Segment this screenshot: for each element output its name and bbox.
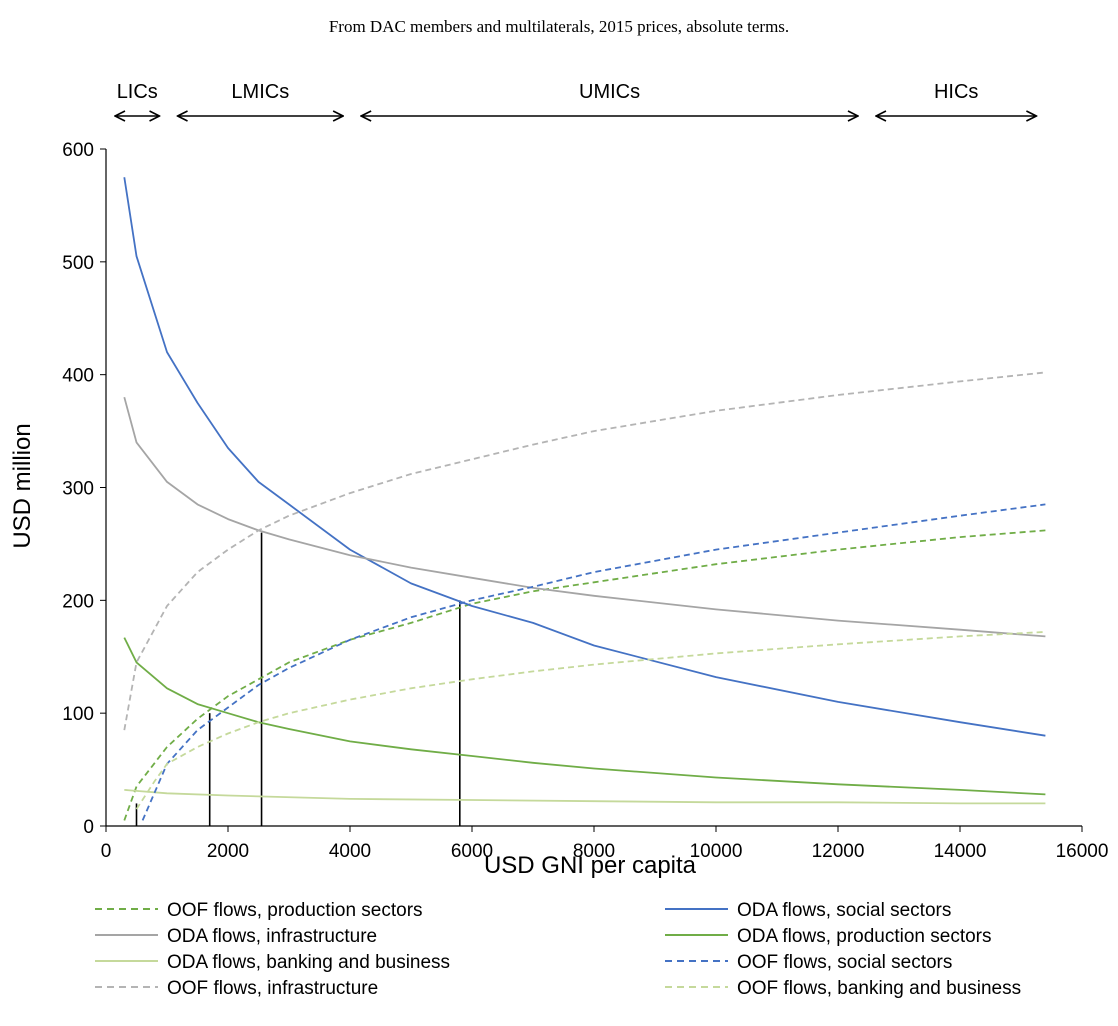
y-tick-label: 100 bbox=[62, 704, 94, 725]
series-line bbox=[123, 396, 1046, 638]
series-line bbox=[124, 789, 1046, 805]
x-tick-label: 10000 bbox=[690, 841, 743, 862]
y-tick-label: 400 bbox=[62, 366, 94, 387]
legend-label: ODA flows, social sectors bbox=[737, 900, 951, 921]
series-line bbox=[123, 637, 1046, 796]
legend-label: OOF flows, production sectors bbox=[167, 900, 423, 921]
legend-label: OOF flows, social sectors bbox=[737, 952, 952, 973]
x-tick-label: 12000 bbox=[812, 841, 865, 862]
y-tick-label: 0 bbox=[83, 817, 94, 838]
series-line bbox=[135, 631, 1046, 810]
y-tick-label: 600 bbox=[62, 140, 94, 161]
x-tick-label: 14000 bbox=[934, 841, 987, 862]
legend-label: ODA flows, infrastructure bbox=[167, 926, 377, 947]
x-tick-label: 6000 bbox=[451, 841, 493, 862]
series-line bbox=[123, 371, 1046, 731]
x-tick-label: 0 bbox=[101, 841, 112, 862]
x-tick-label: 4000 bbox=[329, 841, 371, 862]
legend-label: OOF flows, infrastructure bbox=[167, 978, 378, 999]
x-tick-label: 8000 bbox=[573, 841, 615, 862]
legend-label: OOF flows, banking and business bbox=[737, 978, 1021, 999]
income-band-label: LICs bbox=[117, 81, 158, 103]
series-line bbox=[123, 177, 1046, 737]
y-tick-label: 200 bbox=[62, 591, 94, 612]
legend-label: ODA flows, production sectors bbox=[737, 926, 992, 947]
y-axis-title: USD million bbox=[9, 423, 36, 548]
x-tick-label: 2000 bbox=[207, 841, 249, 862]
income-band-label: HICs bbox=[934, 81, 978, 103]
series-line bbox=[123, 529, 1046, 821]
plot-layer: 0 2000 4000 6000 8000 10000 12000 14000 16000 0 10… bbox=[62, 81, 1108, 999]
legend-label: ODA flows, banking and business bbox=[167, 952, 450, 973]
y-tick-label: 500 bbox=[62, 253, 94, 274]
income-band-label: LMICs bbox=[231, 81, 289, 103]
income-band-label: UMICs bbox=[579, 81, 640, 103]
y-tick-label: 300 bbox=[62, 479, 94, 500]
x-axis-title: USD GNI per capita bbox=[484, 852, 697, 879]
chart-subtitle: From DAC members and multilaterals, 2015… bbox=[329, 17, 789, 36]
series-line bbox=[141, 503, 1046, 821]
x-tick-label: 16000 bbox=[1056, 841, 1109, 862]
